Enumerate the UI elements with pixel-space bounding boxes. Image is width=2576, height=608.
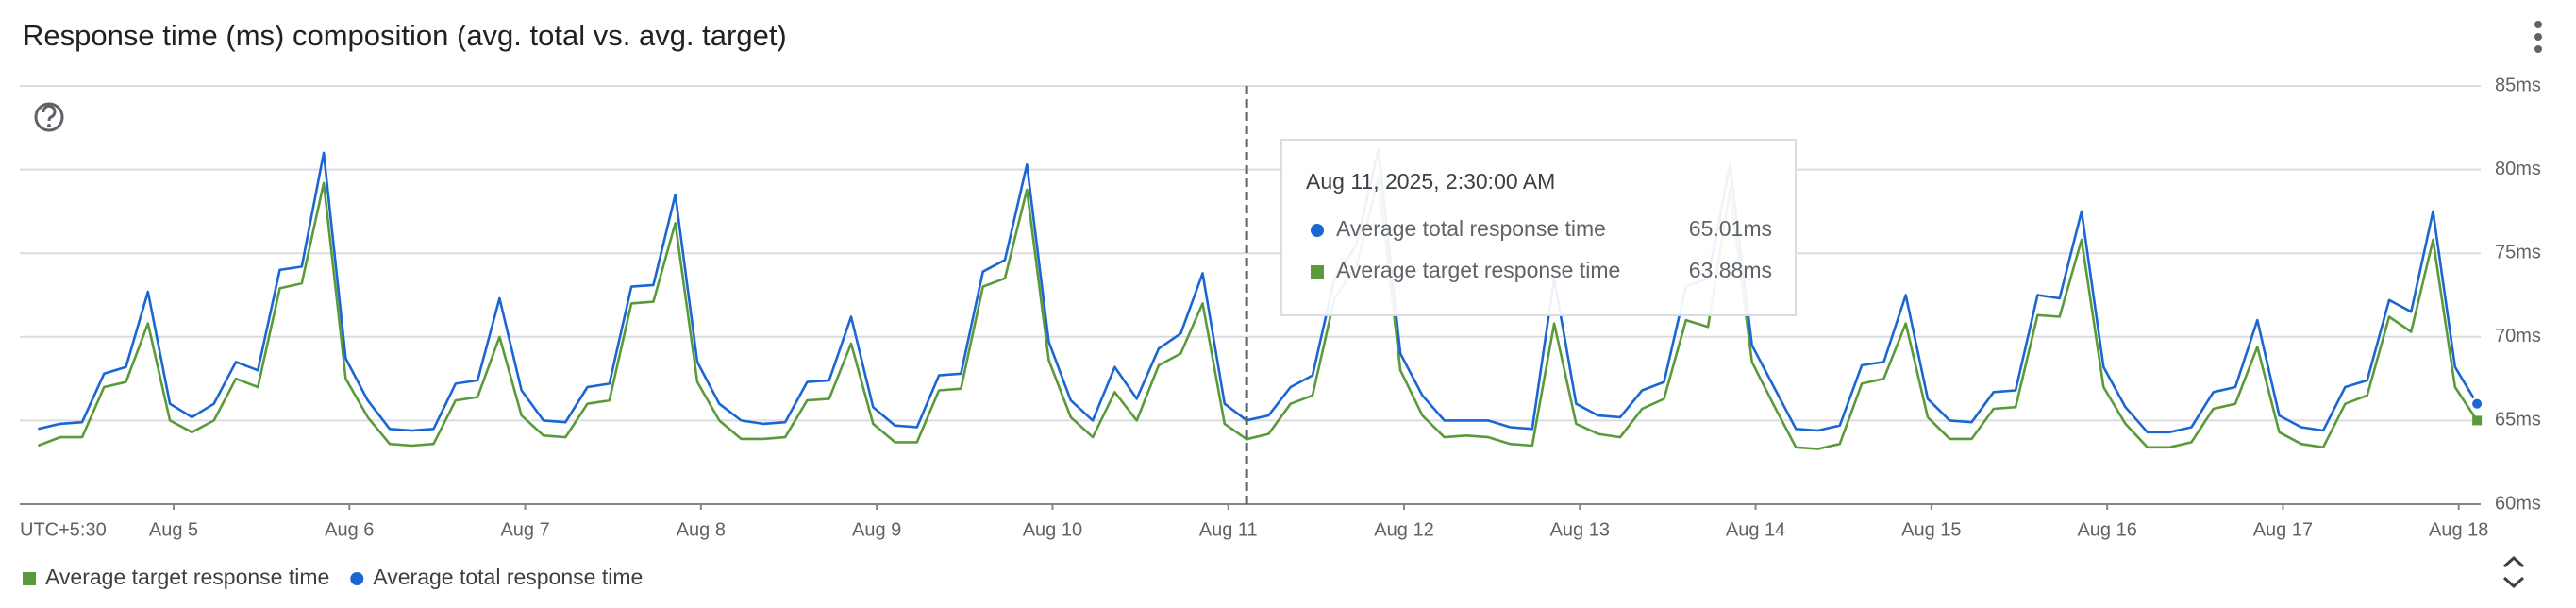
x-tick-label: Aug 15 [1901,519,1961,540]
legend-label: Average total response time [373,565,643,589]
x-tick-label: Aug 16 [2077,519,2136,540]
x-tick-label: Aug 11 [1199,519,1258,540]
menu-dot [2534,45,2542,53]
chart-title: Response time (ms) composition (avg. tot… [23,19,787,52]
y-tick-label: 70ms [2495,326,2541,346]
tooltip-value: 63.88ms [1689,258,1772,282]
x-tick-label: Aug 13 [1550,519,1610,540]
menu-dot [2534,21,2542,28]
x-tick-label: Aug 6 [325,519,374,540]
timezone-label: UTC+5:30 [20,519,107,540]
menu-dot [2534,33,2542,41]
y-tick-label: 65ms [2495,410,2541,431]
legend-marker [23,572,36,585]
end-marker [2470,397,2484,411]
x-tick-label: Aug 17 [2253,519,2313,540]
legend-label: Average target response time [45,565,329,589]
tooltip-box [1280,139,1797,316]
chevron [2502,555,2525,589]
x-tick-label: Aug 8 [677,519,726,540]
tooltip-value: 65.01ms [1689,216,1772,241]
x-tick-label: Aug 7 [500,519,549,540]
x-tick-label: Aug 9 [852,519,901,540]
tooltip-marker [1311,224,1324,237]
expand-toggle[interactable] [2502,555,2525,589]
x-tick-label: Aug 14 [1726,519,1785,540]
tooltip-marker [1311,265,1324,279]
help-dot [47,124,51,127]
tooltip-title: Aug 11, 2025, 2:30:00 AM [1306,169,1555,194]
legend-marker [350,572,364,585]
more-menu[interactable] [2534,21,2542,53]
x-tick-label: Aug 5 [149,519,198,540]
x-tick-label: Aug 18 [2429,519,2488,540]
x-tick-label: Aug 12 [1374,519,1433,540]
y-tick-label: 85ms [2495,75,2541,95]
y-tick-label: 60ms [2495,493,2541,514]
x-tick-label: Aug 10 [1023,519,1082,540]
end-marker [2472,415,2483,426]
y-tick-label: 75ms [2495,242,2541,262]
tooltip-series-name: Average target response time [1336,258,1620,282]
y-tick-label: 80ms [2495,159,2541,179]
help-circle [34,102,64,132]
series-line [37,177,2479,450]
tooltip-series-name: Average total response time [1336,216,1606,241]
tooltip: Aug 11, 2025, 2:30:00 AM Average total re… [1280,139,1797,316]
help-icon[interactable] [34,102,64,132]
help-question [42,104,57,122]
series-line [38,148,2479,434]
